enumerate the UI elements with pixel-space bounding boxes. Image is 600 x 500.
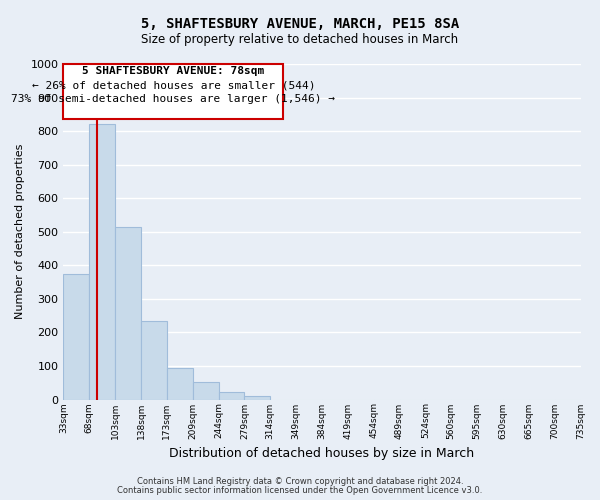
- Y-axis label: Number of detached properties: Number of detached properties: [15, 144, 25, 320]
- Text: 73% of semi-detached houses are larger (1,546) →: 73% of semi-detached houses are larger (…: [11, 94, 335, 104]
- Bar: [89, 124, 115, 400]
- Text: ← 26% of detached houses are smaller (544): ← 26% of detached houses are smaller (54…: [32, 80, 315, 90]
- Bar: [193, 382, 218, 400]
- Bar: [64, 274, 89, 400]
- Text: Contains public sector information licensed under the Open Government Licence v3: Contains public sector information licen…: [118, 486, 482, 495]
- Bar: [167, 368, 193, 400]
- X-axis label: Distribution of detached houses by size in March: Distribution of detached houses by size …: [169, 447, 475, 460]
- Text: Contains HM Land Registry data © Crown copyright and database right 2024.: Contains HM Land Registry data © Crown c…: [137, 477, 463, 486]
- Text: Size of property relative to detached houses in March: Size of property relative to detached ho…: [142, 32, 458, 46]
- Bar: [218, 392, 244, 400]
- Text: 5 SHAFTESBURY AVENUE: 78sqm: 5 SHAFTESBURY AVENUE: 78sqm: [82, 66, 265, 76]
- Text: 5, SHAFTESBURY AVENUE, MARCH, PE15 8SA: 5, SHAFTESBURY AVENUE, MARCH, PE15 8SA: [141, 18, 459, 32]
- Bar: [115, 226, 141, 400]
- Bar: [244, 396, 270, 400]
- Bar: [141, 320, 167, 400]
